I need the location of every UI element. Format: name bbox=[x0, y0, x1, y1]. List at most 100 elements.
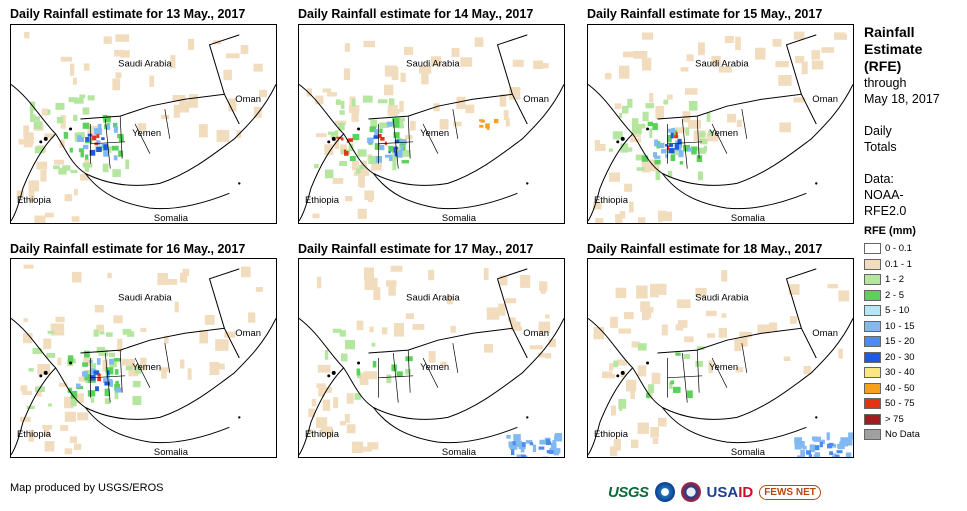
map-label-somalia: Somalia bbox=[154, 212, 189, 223]
map-label-yemen: Yemen bbox=[709, 361, 738, 372]
legend-swatch bbox=[864, 382, 881, 394]
legend-swatch bbox=[864, 336, 881, 348]
legend-totals: Totals bbox=[864, 140, 897, 154]
legend-date: May 18, 2017 bbox=[864, 92, 940, 106]
panel-title-1: Daily Rainfall estimate for 13 May., 201… bbox=[10, 7, 246, 21]
legend-class-1: 0.1 - 1 bbox=[864, 257, 964, 273]
legend-class-label: > 75 bbox=[885, 413, 904, 425]
map-label-ethiopia: Ethiopia bbox=[305, 428, 340, 439]
rainfall-map-1: Saudi Arabia Oman Yemen Ethiopia Somalia bbox=[10, 24, 277, 224]
nasa-logo bbox=[680, 482, 701, 502]
panel-title-3: Daily Rainfall estimate for 15 May., 201… bbox=[587, 7, 823, 21]
legend-swatch bbox=[864, 429, 881, 441]
legend-class-2: 1 - 2 bbox=[864, 272, 964, 288]
legend-swatch bbox=[864, 398, 881, 410]
map-label-ethiopia: Ethiopia bbox=[594, 194, 629, 205]
map-graphic: Saudi Arabia Oman Yemen Ethiopia Somalia bbox=[11, 264, 276, 457]
rainfall-map-3: Saudi Arabia Oman Yemen Ethiopia Somalia bbox=[587, 24, 854, 224]
legend-daily: Daily bbox=[864, 124, 892, 138]
legend-class-label: No Data bbox=[885, 429, 920, 441]
panel-title-6: Daily Rainfall estimate for 18 May., 201… bbox=[587, 242, 823, 256]
legend-class-label: 20 - 30 bbox=[885, 351, 915, 363]
legend-class-11: > 75 bbox=[864, 412, 964, 428]
legend-class-6: 15 - 20 bbox=[864, 334, 964, 350]
map-label-oman: Oman bbox=[523, 327, 549, 338]
legend-swatch bbox=[864, 413, 881, 425]
map-graphic: Saudi Arabia Oman Yemen Ethiopia Somalia bbox=[588, 31, 853, 223]
legend-class-5: 10 - 15 bbox=[864, 319, 964, 335]
map-label-saudi-arabia: Saudi Arabia bbox=[695, 58, 749, 69]
map-label-oman: Oman bbox=[812, 327, 838, 338]
map-label-saudi-arabia: Saudi Arabia bbox=[118, 58, 172, 69]
map-label-yemen: Yemen bbox=[709, 127, 738, 138]
usgs-logo: USGS bbox=[608, 483, 649, 501]
legend-source-1: NOAA- bbox=[864, 188, 904, 202]
legend-scale-title: RFE (mm) bbox=[864, 225, 916, 237]
rainfall-map-2: Saudi Arabia Oman Yemen Ethiopia Somalia bbox=[298, 24, 565, 224]
legend-title-line2: Estimate bbox=[864, 41, 923, 57]
legend-class-9: 40 - 50 bbox=[864, 381, 964, 397]
legend-class-0: 0 - 0.1 bbox=[864, 241, 964, 257]
map-graphic: Saudi Arabia Oman Yemen Ethiopia Somalia bbox=[299, 34, 564, 223]
map-graphic: Saudi Arabia Oman Yemen Ethiopia Somalia bbox=[588, 268, 853, 457]
legend-swatch bbox=[864, 305, 881, 317]
legend-class-label: 10 - 15 bbox=[885, 320, 915, 332]
legend-class-10: 50 - 75 bbox=[864, 396, 964, 412]
legend-swatch bbox=[864, 351, 881, 363]
legend-swatch bbox=[864, 258, 881, 270]
legend-swatch bbox=[864, 320, 881, 332]
partner-logos: USGS USAID FEWS NET bbox=[608, 479, 821, 505]
legend-swatch bbox=[864, 367, 881, 379]
fews-net-logo: FEWS NET bbox=[759, 484, 821, 500]
map-label-ethiopia: Ethiopia bbox=[305, 194, 340, 205]
map-label-oman: Oman bbox=[235, 93, 261, 104]
legend-class-4: 5 - 10 bbox=[864, 303, 964, 319]
rainfall-map-4: Saudi Arabia Oman Yemen Ethiopia Somalia bbox=[10, 258, 277, 458]
map-label-ethiopia: Ethiopia bbox=[594, 428, 629, 439]
map-graphic: Saudi Arabia Oman Yemen Ethiopia Somalia bbox=[11, 31, 276, 223]
map-label-oman: Oman bbox=[235, 327, 261, 338]
legend-class-label: 5 - 10 bbox=[885, 305, 910, 317]
legend-scale: 0 - 0.1 0.1 - 1 1 - 2 2 - 5 5 - 10 10 - 15 15 … bbox=[864, 241, 964, 443]
legend-swatch bbox=[864, 274, 881, 286]
map-label-oman: Oman bbox=[812, 93, 838, 104]
map-label-saudi-arabia: Saudi Arabia bbox=[695, 292, 749, 303]
legend-class-8: 30 - 40 bbox=[864, 365, 964, 381]
map-label-oman: Oman bbox=[523, 93, 549, 104]
map-label-somalia: Somalia bbox=[442, 212, 477, 223]
map-label-ethiopia: Ethiopia bbox=[17, 428, 52, 439]
panel-title-4: Daily Rainfall estimate for 16 May., 201… bbox=[10, 242, 246, 256]
legend-class-label: 0 - 0.1 bbox=[885, 243, 912, 255]
legend-class-label: 2 - 5 bbox=[885, 289, 905, 301]
map-label-yemen: Yemen bbox=[420, 127, 449, 138]
legend-source-2: RFE2.0 bbox=[864, 204, 907, 218]
legend-class-3: 2 - 5 bbox=[864, 288, 964, 304]
map-label-somalia: Somalia bbox=[442, 446, 477, 457]
legend-swatch bbox=[864, 243, 881, 255]
usaid-logo: USAID bbox=[706, 483, 754, 501]
legend-through: through bbox=[864, 76, 907, 90]
noaa-logo bbox=[654, 482, 675, 502]
map-label-yemen: Yemen bbox=[420, 361, 449, 372]
legend: Rainfall Estimate (RFE) through May 18, … bbox=[864, 24, 964, 443]
legend-class-label: 40 - 50 bbox=[885, 382, 915, 394]
map-label-ethiopia: Ethiopia bbox=[17, 194, 52, 205]
legend-swatch bbox=[864, 289, 881, 301]
map-label-somalia: Somalia bbox=[731, 212, 766, 223]
map-label-saudi-arabia: Saudi Arabia bbox=[406, 292, 460, 303]
legend-class-label: 0.1 - 1 bbox=[885, 258, 912, 270]
legend-class-label: 15 - 20 bbox=[885, 336, 915, 348]
panel-title-5: Daily Rainfall estimate for 17 May., 201… bbox=[298, 242, 534, 256]
legend-class-7: 20 - 30 bbox=[864, 350, 964, 366]
legend-class-12: No Data bbox=[864, 427, 964, 443]
map-label-yemen: Yemen bbox=[132, 361, 161, 372]
rainfall-map-5: Saudi Arabia Oman Yemen Ethiopia Somalia bbox=[298, 258, 565, 458]
legend-data-label: Data: bbox=[864, 172, 894, 186]
legend-class-label: 50 - 75 bbox=[885, 398, 915, 410]
legend-title-line1: Rainfall bbox=[864, 24, 915, 40]
legend-class-label: 1 - 2 bbox=[885, 274, 905, 286]
map-label-saudi-arabia: Saudi Arabia bbox=[406, 58, 460, 69]
map-credit: Map produced by USGS/EROS bbox=[10, 482, 164, 494]
map-graphic: Saudi Arabia Oman Yemen Ethiopia Somalia bbox=[299, 265, 564, 457]
map-label-somalia: Somalia bbox=[731, 446, 766, 457]
